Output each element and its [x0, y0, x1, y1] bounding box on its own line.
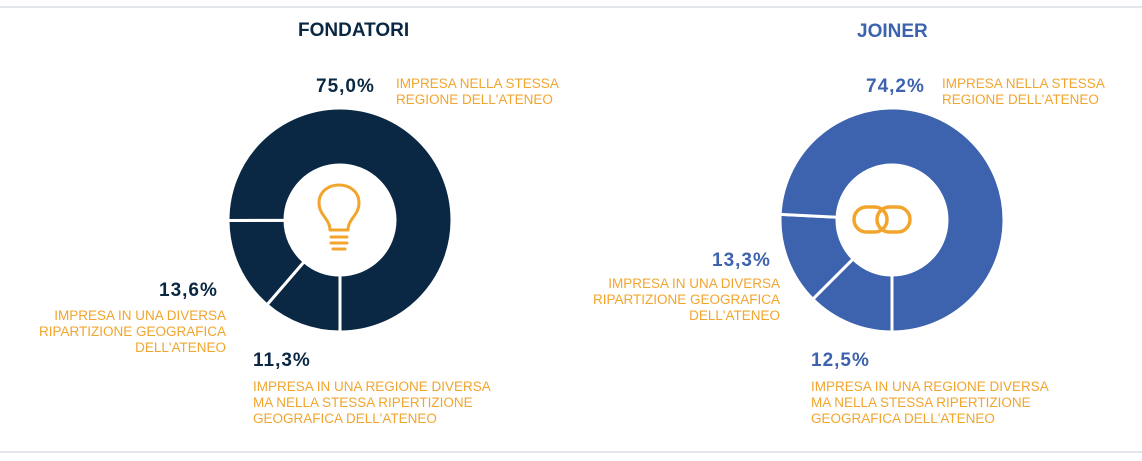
slice-category-label: IMPRESA IN UNA REGIONE DIVERSA MA NELLA … — [253, 379, 491, 426]
slice-category-label: IMPRESA NELLA STESSA REGIONE DELL'ATENEO — [942, 76, 1105, 107]
slice-value-label: 11,3% — [253, 350, 311, 371]
donut-0 — [226, 106, 454, 334]
chart-title: JOINER — [857, 21, 928, 42]
donut-slice — [778, 106, 1006, 334]
lightbulb-icon — [317, 183, 361, 251]
slice-category-label: IMPRESA IN UNA DIVERSA RIPARTIZIONE GEOG… — [592, 276, 780, 323]
donut-1 — [778, 106, 1006, 334]
donut-slice — [226, 106, 454, 334]
slice-value-label: 13,6% — [159, 280, 218, 301]
chain-link-icon — [852, 205, 912, 234]
slice-value-label: 75,0% — [316, 76, 375, 97]
bottom-rule — [0, 451, 1142, 453]
slice-value-label: 74,2% — [866, 76, 925, 97]
top-rule — [0, 6, 1142, 8]
slice-category-label: IMPRESA NELLA STESSA REGIONE DELL'ATENEO — [396, 76, 559, 107]
slice-value-label: 12,5% — [811, 350, 870, 371]
chart-title: FONDATORI — [298, 20, 410, 41]
slice-category-label: IMPRESA IN UNA REGIONE DIVERSA MA NELLA … — [811, 379, 1049, 426]
slice-value-label: 13,3% — [712, 250, 771, 271]
slice-category-label: IMPRESA IN UNA DIVERSA RIPARTIZIONE GEOG… — [38, 308, 226, 355]
